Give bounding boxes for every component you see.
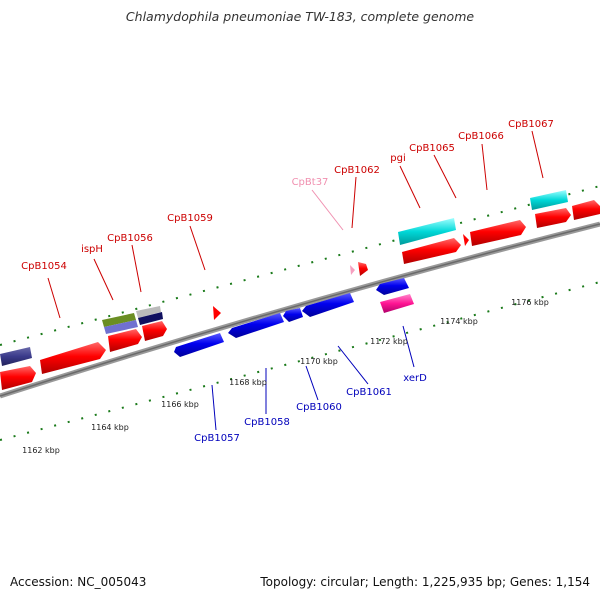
gene-arrow[interactable] bbox=[302, 293, 354, 317]
gene-label[interactable]: CpB1056 bbox=[107, 233, 153, 244]
gene-arrow[interactable] bbox=[142, 321, 167, 341]
gene-label[interactable]: CpB1061 bbox=[346, 387, 392, 398]
gene-arrow[interactable] bbox=[0, 347, 32, 366]
accession-text: Accession: NC_005043 bbox=[10, 575, 147, 589]
tick-label: 1166 kbp bbox=[161, 400, 199, 409]
gene-arrow[interactable] bbox=[470, 220, 526, 246]
gene-arrow[interactable] bbox=[376, 278, 409, 295]
tick-label: 1176 kbp bbox=[511, 298, 549, 307]
gene-arrow[interactable] bbox=[530, 190, 568, 210]
tick-label: 1168 kbp bbox=[229, 378, 267, 387]
gene-arrow[interactable] bbox=[283, 308, 303, 322]
gene-arrow[interactable] bbox=[102, 313, 136, 327]
gene-label[interactable]: CpB1060 bbox=[296, 402, 342, 413]
gene-arrow[interactable] bbox=[0, 366, 36, 390]
gene-arrow[interactable] bbox=[40, 342, 106, 374]
gene-arrow[interactable] bbox=[402, 238, 461, 264]
genome-backbone-shadow bbox=[0, 223, 600, 397]
map-title: Chlamydophila pneumoniae TW-183, complet… bbox=[125, 9, 475, 24]
tick-label: 1164 kbp bbox=[91, 423, 129, 432]
gene-label[interactable]: CpB1065 bbox=[409, 143, 455, 154]
gene-arrow[interactable] bbox=[358, 262, 368, 276]
gene-arrow[interactable] bbox=[398, 218, 456, 245]
leader-lines bbox=[47, 130, 544, 431]
reverse-genes bbox=[174, 278, 414, 357]
gene-arrow[interactable] bbox=[380, 294, 414, 313]
gene-label[interactable]: CpB1067 bbox=[508, 119, 554, 130]
gene-arrow[interactable] bbox=[213, 306, 221, 320]
gene-label[interactable]: CpB1054 bbox=[21, 261, 67, 272]
tick-labels: 1162 kbp 1164 kbp 1166 kbp 1168 kbp 1170… bbox=[22, 298, 549, 455]
gene-label[interactable]: ispH bbox=[81, 244, 103, 255]
tick-label: 1172 kbp bbox=[370, 337, 408, 346]
gene-label[interactable]: pgi bbox=[390, 153, 405, 164]
trna-label[interactable]: CpBt37 bbox=[292, 177, 329, 188]
gene-label[interactable]: xerD bbox=[403, 373, 427, 384]
gene-arrow[interactable] bbox=[136, 306, 161, 318]
forward-genes bbox=[0, 190, 600, 390]
genome-stats-text: Topology: circular; Length: 1,225,935 bp… bbox=[260, 575, 590, 589]
tick-label: 1162 kbp bbox=[22, 446, 60, 455]
gene-arrow[interactable] bbox=[108, 329, 142, 352]
forward-gene-labels: CpB1054 ispH CpB1056 CpB1059 CpBt37 CpB1… bbox=[21, 119, 554, 272]
upper-tick-track bbox=[0, 185, 600, 346]
tick-label: 1174 kbp bbox=[440, 317, 478, 326]
tick-label: 1170 kbp bbox=[300, 357, 338, 366]
gene-label[interactable]: CpB1059 bbox=[167, 213, 213, 224]
gene-arrow[interactable] bbox=[228, 313, 284, 338]
gene-arrow[interactable] bbox=[572, 200, 600, 220]
gene-label[interactable]: CpB1066 bbox=[458, 131, 504, 142]
reverse-gene-labels: CpB1057 CpB1058 CpB1060 CpB1061 xerD bbox=[194, 373, 427, 444]
gene-label[interactable]: CpB1062 bbox=[334, 165, 380, 176]
gene-arrow[interactable] bbox=[174, 333, 224, 357]
gene-label[interactable]: CpB1058 bbox=[244, 417, 290, 428]
gene-label[interactable]: CpB1057 bbox=[194, 433, 240, 444]
gene-arrow[interactable] bbox=[104, 320, 138, 334]
gene-arrow[interactable] bbox=[463, 234, 469, 246]
gene-arrow[interactable] bbox=[138, 312, 163, 325]
trna-arrow[interactable] bbox=[350, 265, 355, 275]
gene-arrow[interactable] bbox=[535, 208, 571, 228]
